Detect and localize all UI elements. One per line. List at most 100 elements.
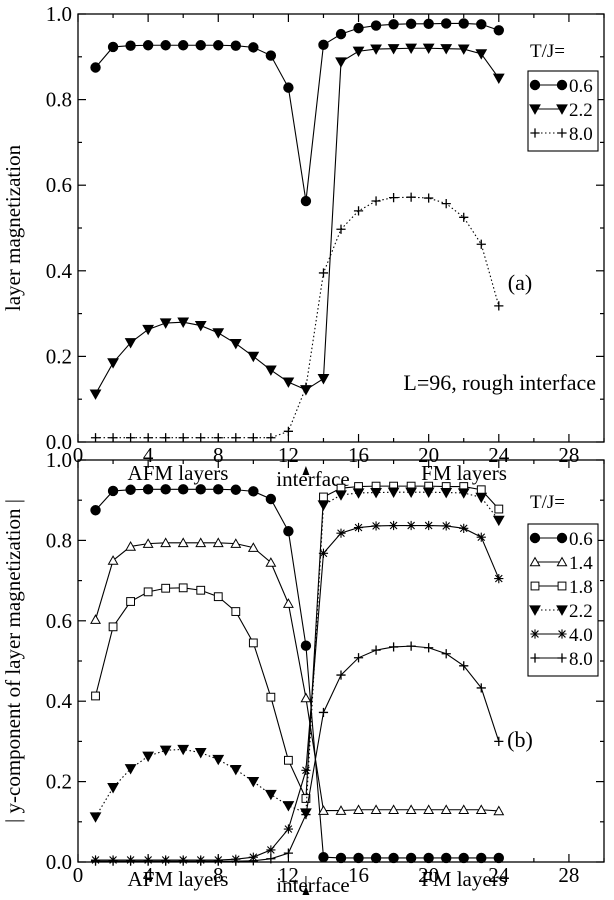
legend-title: T/J=	[530, 41, 565, 62]
data-point	[142, 538, 154, 548]
data-point	[194, 748, 207, 759]
data-point	[266, 845, 276, 855]
y-tick-label: 1.0	[46, 448, 72, 472]
data-point	[336, 224, 346, 234]
data-point	[142, 751, 155, 763]
legend-entry: 0.6	[569, 76, 593, 97]
data-point	[441, 852, 452, 864]
data-point	[91, 691, 100, 701]
data-point	[90, 856, 101, 866]
data-point	[440, 804, 452, 815]
series-0.6	[90, 484, 504, 864]
data-point	[335, 57, 347, 68]
data-point	[159, 745, 172, 757]
data-point	[493, 805, 505, 816]
data-point	[318, 548, 329, 558]
data-point	[265, 493, 277, 505]
data-point	[283, 426, 293, 436]
data-point	[126, 597, 135, 606]
data-point	[194, 320, 207, 332]
data-point	[229, 764, 242, 776]
data-point	[212, 537, 224, 548]
y-tick-label: 0.6	[46, 609, 72, 633]
data-point	[247, 777, 260, 788]
data-point	[283, 82, 294, 93]
panel-label: (a)	[508, 270, 532, 295]
data-point	[231, 856, 241, 866]
data-point	[124, 338, 137, 349]
series-line	[95, 491, 500, 818]
data-point	[353, 206, 364, 216]
data-point	[265, 557, 277, 567]
data-point	[440, 487, 453, 499]
data-point	[458, 852, 469, 864]
data-point	[476, 532, 486, 542]
data-point	[335, 852, 347, 864]
legend-marker	[557, 629, 567, 639]
data-point	[422, 43, 435, 55]
data-point	[229, 338, 242, 350]
data-point	[195, 40, 206, 51]
data-point	[230, 40, 242, 51]
data-point	[266, 433, 276, 443]
legend-entry: 2.2	[569, 601, 593, 622]
series-line	[95, 488, 499, 859]
legend-entry: 1.8	[569, 577, 593, 598]
data-point	[90, 614, 101, 624]
data-point	[283, 824, 293, 834]
data-point	[370, 852, 382, 864]
data-point	[371, 645, 381, 655]
data-point	[317, 374, 330, 385]
plot-frame	[77, 459, 605, 863]
data-point	[142, 324, 155, 336]
data-point	[353, 653, 364, 663]
data-point	[282, 377, 295, 388]
data-point	[107, 358, 119, 369]
data-point	[213, 484, 224, 495]
data-point	[318, 268, 329, 278]
data-point	[213, 433, 223, 443]
x-tick-label: 16	[348, 863, 369, 887]
data-point	[371, 521, 381, 531]
data-point	[90, 433, 101, 443]
data-point	[301, 809, 311, 820]
data-point	[317, 500, 330, 511]
x-tick-label: 12	[278, 443, 299, 467]
data-point	[265, 50, 277, 61]
legend-marker	[529, 79, 541, 91]
x-tick-label: 0	[73, 443, 84, 467]
afm-layers-label: AFM layers	[128, 867, 229, 891]
data-point	[335, 805, 347, 815]
data-point	[301, 382, 311, 392]
data-point	[388, 852, 399, 864]
series-line	[95, 22, 499, 202]
y-tick-label: 0.4	[46, 689, 73, 713]
y-tick-label: 1.0	[46, 2, 72, 26]
data-point	[178, 40, 189, 51]
annotation: L=96, rough interface	[403, 370, 596, 395]
y-tick-label: 0.2	[46, 770, 72, 794]
data-point	[424, 193, 434, 203]
x-tick-label: 28	[558, 443, 579, 467]
interface-label: interface	[276, 873, 349, 897]
data-point	[492, 515, 505, 527]
fm-layers-label: FM layers	[421, 867, 507, 891]
data-point	[89, 389, 102, 400]
data-point	[142, 484, 154, 495]
data-point	[159, 318, 172, 329]
series-0.6	[90, 18, 504, 207]
x-tick-label: 24	[488, 863, 510, 887]
data-point	[124, 764, 137, 775]
y-axis-label: | y-component of layer magnetization |	[1, 499, 25, 823]
x-tick-label: 12	[278, 863, 299, 887]
data-point	[230, 538, 242, 548]
legend-entry: 0.6	[569, 529, 593, 550]
data-point	[352, 46, 365, 58]
data-point	[248, 486, 259, 497]
data-point	[458, 804, 470, 815]
data-point	[125, 541, 137, 551]
series-line	[95, 542, 499, 812]
data-point	[440, 44, 453, 55]
data-point	[107, 783, 119, 794]
data-point	[126, 433, 136, 443]
